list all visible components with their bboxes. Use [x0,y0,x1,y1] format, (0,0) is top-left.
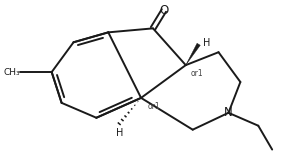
Text: CH₃: CH₃ [3,68,20,77]
Polygon shape [186,43,200,65]
Text: N: N [224,106,233,119]
Text: H: H [203,38,210,48]
Text: or1: or1 [191,69,203,78]
Text: or1: or1 [148,102,161,111]
Text: H: H [115,128,123,138]
Text: O: O [159,4,168,17]
